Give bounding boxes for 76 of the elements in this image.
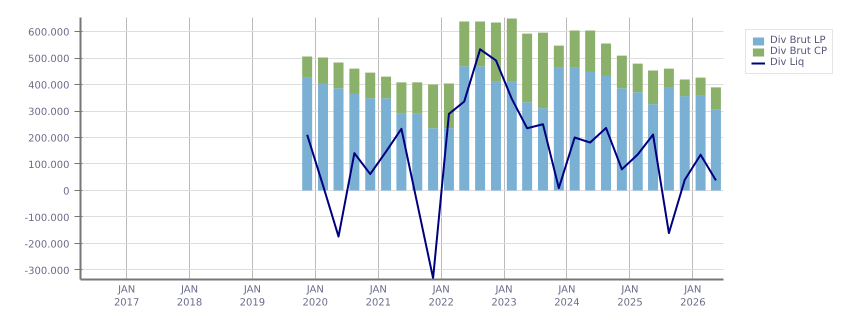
legend-label: Div Liq [770,57,804,68]
bar [334,62,344,88]
x-tick-label: JAN 2019 [240,284,266,309]
bar [538,32,548,108]
bar [365,98,376,190]
bar [585,72,596,190]
bar [616,56,627,88]
bar [632,64,643,92]
bar [349,68,360,94]
bar [490,22,501,82]
bar [428,84,438,128]
y-tick-label: -300.000 [24,266,70,277]
bar [412,113,422,190]
bar [459,66,470,190]
y-tick-label: 400.000 [28,80,70,92]
bar [710,109,721,190]
x-tick-label: JAN 2018 [176,284,202,309]
line-series [306,48,717,280]
y-tick-label: -100.000 [24,212,70,224]
y-tick-label: 600.000 [28,28,70,39]
bar [302,56,312,78]
bar [318,58,328,84]
x-tick-label: JAN 2022 [428,284,454,309]
bar [648,70,658,104]
bar [554,46,564,68]
y-tick-label: 0 [63,186,70,198]
bar [585,30,596,72]
bar [538,108,548,190]
bar [680,79,690,96]
y-tick-label: 200.000 [28,134,70,145]
bar [506,82,517,190]
bar [459,21,470,66]
bar [506,18,517,82]
bar [648,104,658,190]
x-tick-label: JAN 2023 [491,284,517,309]
y-tick-label: -200.000 [24,239,70,250]
bar [632,92,643,190]
bar [490,82,501,190]
bar [522,102,532,190]
bar [616,88,627,190]
bar [696,78,706,96]
bar [570,68,580,190]
bar [664,68,674,88]
bar [396,113,406,190]
bar [570,30,580,68]
x-tick-label: JAN 2025 [617,284,643,309]
legend-label: Div Brut LP [770,35,826,46]
bar [601,76,612,190]
bar [522,34,532,102]
bar [475,66,486,190]
bar [396,82,406,114]
bar [680,96,690,190]
bar [696,96,706,190]
x-tick-label: JAN 2021 [366,284,392,309]
bar [601,43,612,76]
bar [428,128,438,190]
bar [334,88,344,190]
x-tick-label: JAN 2024 [554,284,580,309]
bar [302,78,312,190]
bar [412,82,422,114]
bar [710,87,721,110]
x-tick-label: JAN 2026 [680,284,706,309]
y-tick-label: 500.000 [28,54,70,66]
bar [381,76,392,98]
x-tick-label: JAN 2017 [114,284,140,309]
bar [381,98,392,190]
bar [554,68,564,190]
bar [444,83,454,128]
bar [318,83,328,190]
y-tick-label: 300.000 [28,107,70,118]
bar [349,94,360,190]
x-tick-label: JAN 2020 [302,284,328,309]
y-tick-label: 100.000 [28,160,70,171]
bar [664,87,674,190]
bar [365,72,376,98]
legend-label: Div Brut CP [770,46,827,57]
